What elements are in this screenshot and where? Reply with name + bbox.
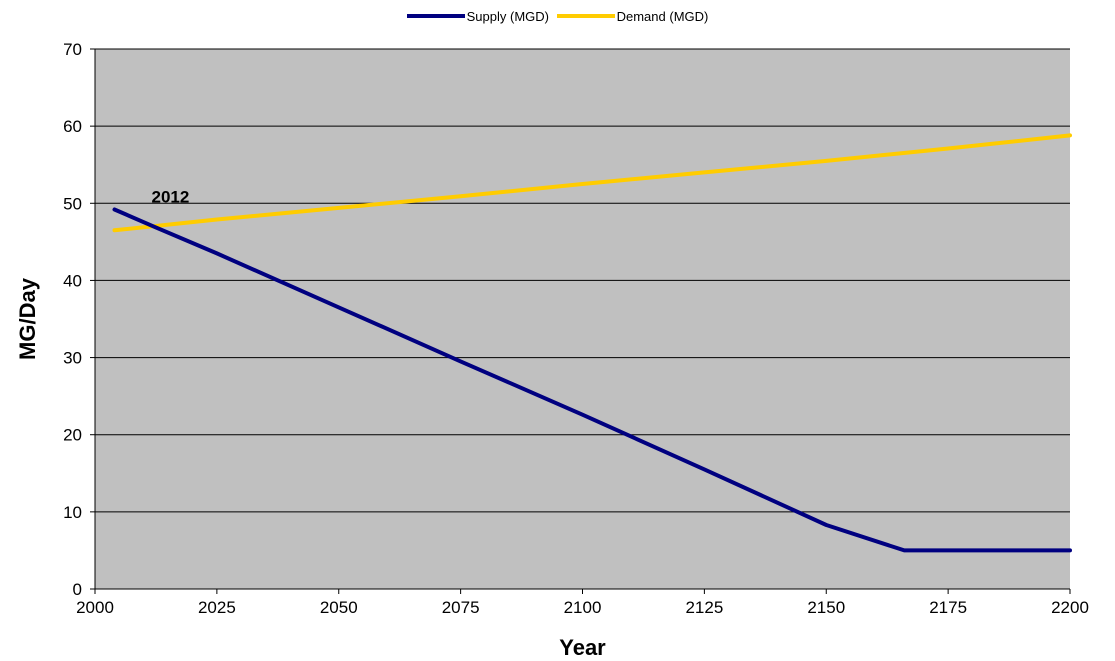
- x-tick-label: 2175: [929, 598, 967, 617]
- y-tick-label: 40: [63, 271, 82, 290]
- y-tick-label: 20: [63, 426, 82, 445]
- x-tick-label: 2050: [320, 598, 358, 617]
- legend-item-demand: Demand (MGD): [556, 8, 709, 24]
- plot-area: [95, 49, 1070, 589]
- x-tick-label: 2125: [685, 598, 723, 617]
- legend-label-supply: Supply (MGD): [466, 8, 549, 24]
- x-axis-title: Year: [559, 635, 606, 660]
- y-tick-label: 60: [63, 117, 82, 136]
- y-tick-label: 30: [63, 349, 82, 368]
- y-tick-label: 0: [73, 580, 82, 599]
- x-tick-label: 2100: [564, 598, 602, 617]
- legend-swatch-demand: [556, 14, 615, 18]
- x-tick-label: 2075: [442, 598, 480, 617]
- legend-swatch-supply: [406, 14, 465, 18]
- chart-legend: Supply (MGD) Demand (MGD): [0, 6, 1115, 24]
- legend-item-supply: Supply (MGD): [406, 8, 549, 24]
- y-axis-title: MG/Day: [15, 277, 40, 360]
- legend-label-demand: Demand (MGD): [616, 8, 709, 24]
- y-tick-label: 50: [63, 194, 82, 213]
- x-tick-label: 2200: [1051, 598, 1089, 617]
- series-line-demand: [112, 133, 1072, 233]
- x-tick-label: 2150: [807, 598, 845, 617]
- y-tick-label: 10: [63, 503, 82, 522]
- x-tick-label: 2000: [76, 598, 114, 617]
- y-tick-label: 70: [63, 40, 82, 59]
- annotation-label: 2012: [152, 187, 190, 206]
- x-tick-label: 2025: [198, 598, 236, 617]
- series-line-supply: [112, 207, 1072, 553]
